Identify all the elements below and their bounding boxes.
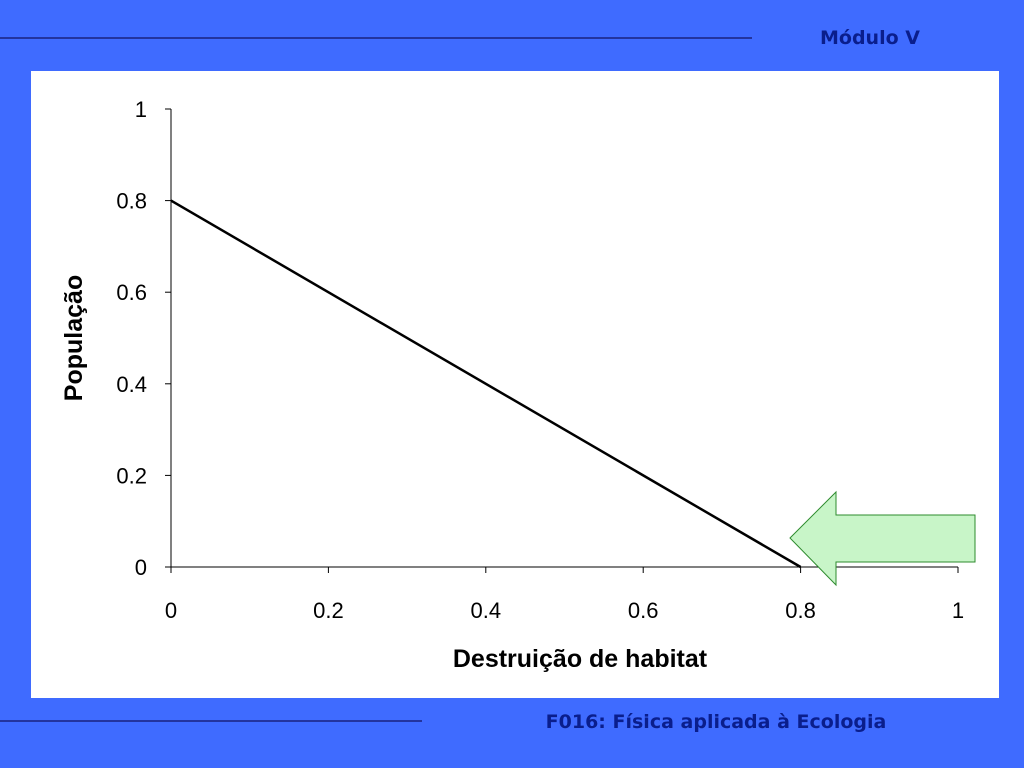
arrow	[789, 490, 976, 587]
y-tick-label: 0.6	[116, 280, 147, 305]
y-tick-label: 0.4	[116, 372, 147, 397]
x-tick-label: 0.4	[471, 598, 502, 623]
y-axis-label: População	[60, 275, 88, 401]
y-tick-label: 0.8	[116, 189, 147, 214]
data-line	[170, 199, 802, 569]
x-tick-label: 0.2	[313, 598, 344, 623]
x-tick-label: 0.6	[628, 598, 659, 623]
header-title: Módulo V	[820, 27, 920, 49]
chart-area	[31, 71, 999, 698]
y-tick-label: 0	[135, 555, 147, 580]
x-tick-label: 0.8	[785, 598, 816, 623]
footer-text: F016: Física aplicada à Ecologia	[546, 711, 887, 733]
x-tick-label: 0	[165, 598, 177, 623]
y-tick-label: 1	[135, 97, 147, 122]
y-tick-label: 0.2	[116, 463, 147, 488]
x-tick-label: 1	[952, 598, 964, 623]
x-axis-label: Destruição de habitat	[453, 645, 708, 673]
